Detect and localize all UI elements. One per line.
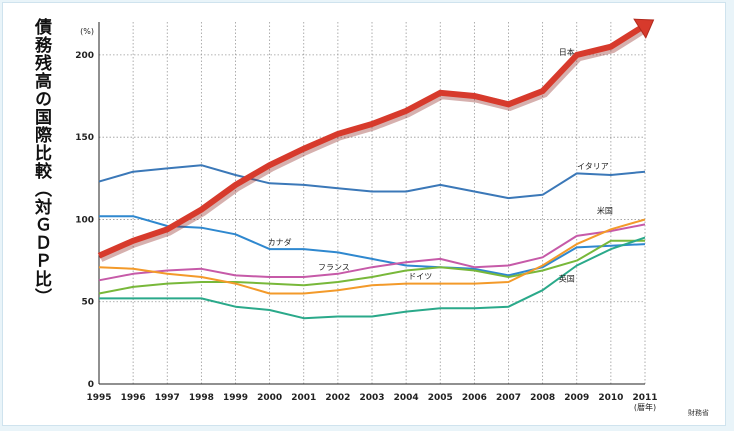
series-line-フランス xyxy=(98,223,646,282)
x-tick-label: 2003 xyxy=(359,393,384,403)
chart-title: 債務残高の国際比較（対ＧＤＰ比） xyxy=(31,18,51,306)
x-tick-label: 2001 xyxy=(291,393,316,403)
y-tick-label: 150 xyxy=(75,133,94,143)
series-line-ドイツ xyxy=(98,239,645,295)
x-tick-label: 1997 xyxy=(155,393,180,403)
y-tick-label: 200 xyxy=(75,51,94,61)
y-tick-label: 100 xyxy=(75,215,94,225)
source-label: 財務省 xyxy=(688,409,709,417)
x-tick-label: 2011 xyxy=(632,393,657,403)
x-unit-label: (暦年) xyxy=(634,402,656,412)
x-tick-label: 2010 xyxy=(598,393,623,403)
chart-panel xyxy=(2,2,726,426)
x-tick-label: 2007 xyxy=(496,393,521,403)
x-tick-label: 2009 xyxy=(564,393,589,403)
series-line-米国 xyxy=(98,218,646,295)
x-tick-label: 2000 xyxy=(257,393,282,403)
x-tick-label: 2004 xyxy=(394,393,419,403)
series-label: カナダ xyxy=(268,237,292,247)
x-tick-label: 1996 xyxy=(121,393,146,403)
series-line-イタリア xyxy=(98,164,646,200)
series-line-カナダ xyxy=(99,215,646,277)
series-label: ドイツ xyxy=(408,272,432,281)
x-tick-label: 1998 xyxy=(189,393,214,403)
x-tick-label: 1999 xyxy=(223,393,248,403)
series-arrowhead-日本 xyxy=(633,18,655,39)
y-unit-label: (%) xyxy=(80,27,94,36)
x-tick-label: 2002 xyxy=(325,393,350,403)
x-tick-label: 2006 xyxy=(462,393,487,403)
y-tick-label: 0 xyxy=(88,380,94,390)
series-label: 米国 xyxy=(597,205,613,215)
series-label: イタリア xyxy=(577,162,609,171)
series-line-日本 xyxy=(97,25,642,259)
series-line-英国 xyxy=(99,236,646,320)
y-tick-label: 50 xyxy=(81,298,94,308)
series-label: フランス xyxy=(318,263,350,272)
series-label: 日本 xyxy=(559,47,575,57)
x-tick-label: 1995 xyxy=(86,393,111,403)
series-label: 英国 xyxy=(559,274,575,284)
x-tick-label: 2005 xyxy=(428,393,453,403)
x-tick-label: 2008 xyxy=(530,393,555,403)
